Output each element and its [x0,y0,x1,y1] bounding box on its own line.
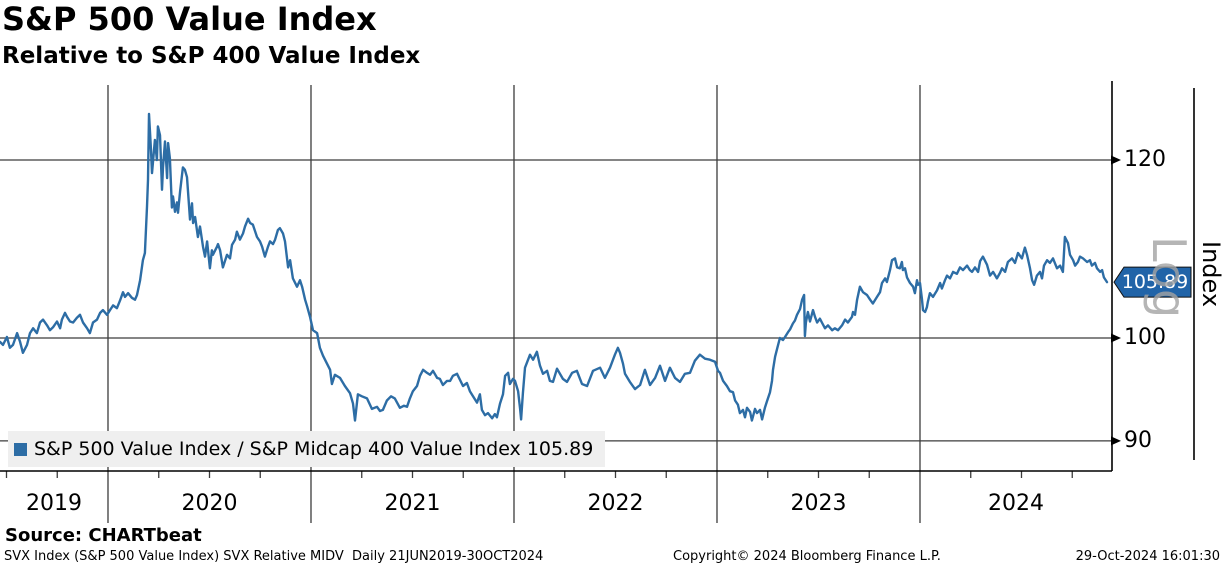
page-title: S&P 500 Value Index [2,0,377,38]
y-tick-label-100: 100 [1124,325,1166,350]
y-tick-arrow-icon [1111,333,1121,343]
x-tick-label-2019: 2019 [25,491,82,516]
source-line: Source: CHARTbeat [5,525,202,546]
legend-swatch-icon [14,442,27,456]
y-tick-arrow-icon [1111,436,1121,446]
legend-label: S&P 500 Value Index / S&P Midcap 400 Val… [34,438,594,460]
y-tick-arrow-icon [1111,155,1121,165]
y-tick-label-120: 120 [1124,147,1166,172]
last-value-badge-shape [1113,266,1192,298]
footer-ticker-info: SVX Index (S&P 500 Value Index) SVX Rela… [4,549,544,564]
x-tick-label-2024: 2024 [987,491,1044,516]
legend-item[interactable]: S&P 500 Value Index / S&P Midcap 400 Val… [8,431,606,467]
footer-copyright: Copyright© 2024 Bloomberg Finance L.P. [673,549,941,564]
y-axis-title: Index [1197,241,1224,308]
last-value-badge: 105.89 [1121,271,1189,294]
x-tick-label-2021: 2021 [384,491,441,516]
footer-timestamp: 29-Oct-2024 16:01:30 [1075,549,1220,564]
price-line-series [0,112,1109,422]
y-tick-label-90: 90 [1124,427,1152,453]
x-tick-label-2020: 2020 [181,491,238,516]
x-tick-label-2023: 2023 [790,491,847,516]
x-tick-label-2022: 2022 [587,491,644,516]
page-subtitle: Relative to S&P 400 Value Index [2,43,421,69]
